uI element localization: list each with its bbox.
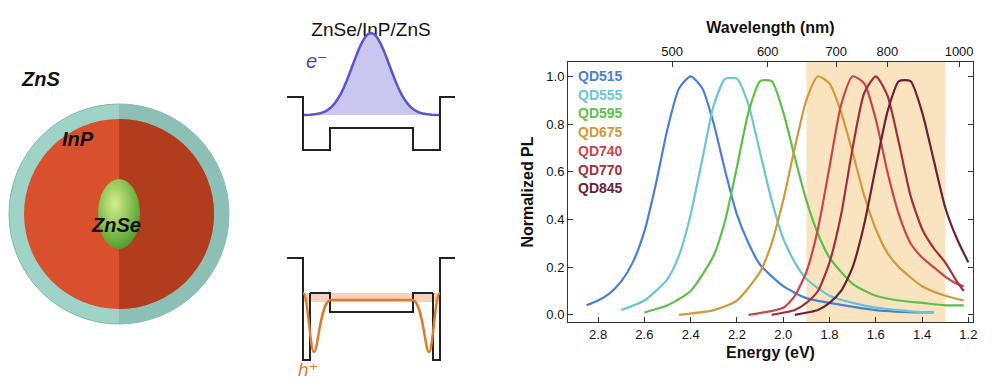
svg-text:InP: InP xyxy=(62,128,94,150)
svg-text:QD555: QD555 xyxy=(578,87,623,103)
svg-text:ZnS: ZnS xyxy=(21,68,60,90)
svg-text:QD515: QD515 xyxy=(578,68,623,84)
svg-text:2.0: 2.0 xyxy=(774,327,792,342)
svg-text:1.0: 1.0 xyxy=(546,69,564,84)
svg-text:QD770: QD770 xyxy=(578,162,623,178)
svg-text:600: 600 xyxy=(757,44,779,59)
svg-text:0.8: 0.8 xyxy=(546,117,564,132)
svg-text:800: 800 xyxy=(877,44,899,59)
svg-text:QD595: QD595 xyxy=(578,105,623,121)
svg-text:QD740: QD740 xyxy=(578,143,623,159)
svg-text:700: 700 xyxy=(825,44,847,59)
svg-text:QD845: QD845 xyxy=(578,180,623,196)
svg-text:QD675: QD675 xyxy=(578,124,623,140)
svg-text:2.2: 2.2 xyxy=(728,327,746,342)
svg-text:2.8: 2.8 xyxy=(589,327,607,342)
svg-text:h⁺: h⁺ xyxy=(298,359,319,380)
svg-text:2.4: 2.4 xyxy=(682,327,700,342)
svg-text:1.2: 1.2 xyxy=(959,327,977,342)
svg-text:Energy (eV): Energy (eV) xyxy=(726,344,815,361)
svg-text:ZnSe: ZnSe xyxy=(91,214,141,236)
svg-text:0.4: 0.4 xyxy=(546,212,564,227)
svg-text:0.6: 0.6 xyxy=(546,164,564,179)
svg-text:1.8: 1.8 xyxy=(820,327,838,342)
svg-text:500: 500 xyxy=(661,44,683,59)
svg-text:Wavelength (nm): Wavelength (nm) xyxy=(706,19,834,36)
svg-text:ZnSe/InP/ZnS: ZnSe/InP/ZnS xyxy=(311,19,431,40)
svg-text:e⁻: e⁻ xyxy=(306,50,328,72)
svg-text:0.2: 0.2 xyxy=(546,260,564,275)
svg-text:2.6: 2.6 xyxy=(635,327,653,342)
svg-text:1000: 1000 xyxy=(945,44,974,59)
svg-text:1.4: 1.4 xyxy=(913,327,931,342)
svg-text:0.0: 0.0 xyxy=(546,307,564,322)
svg-text:1.6: 1.6 xyxy=(867,327,885,342)
svg-text:Normalized PL: Normalized PL xyxy=(519,136,536,247)
